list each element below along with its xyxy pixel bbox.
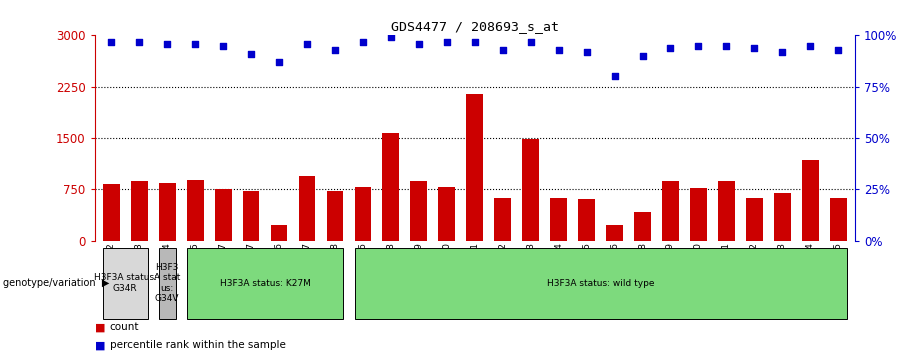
Text: genotype/variation  ▶: genotype/variation ▶: [3, 278, 109, 288]
Text: count: count: [110, 322, 140, 332]
Bar: [271, 225, 287, 241]
Bar: [299, 176, 315, 241]
Bar: [690, 188, 707, 241]
Point: [383, 35, 398, 40]
Bar: [774, 193, 791, 241]
Point: [635, 53, 650, 59]
Point: [467, 39, 482, 44]
Point: [132, 39, 147, 44]
Text: ■: ■: [94, 322, 105, 332]
Text: H3F3A status: wild type: H3F3A status: wild type: [547, 279, 654, 288]
Bar: [466, 93, 483, 241]
Point: [439, 39, 454, 44]
Bar: [494, 198, 511, 241]
Bar: [662, 181, 679, 241]
Point: [300, 41, 314, 46]
Bar: [634, 212, 651, 241]
Text: H3F3
A stat
us:
G34V: H3F3 A stat us: G34V: [154, 263, 180, 303]
Point: [328, 47, 342, 53]
Title: GDS4477 / 208693_s_at: GDS4477 / 208693_s_at: [391, 20, 559, 33]
Bar: [802, 160, 819, 241]
Bar: [578, 199, 595, 241]
Bar: [550, 198, 567, 241]
Bar: [438, 187, 455, 241]
Point: [496, 47, 510, 53]
Point: [691, 43, 706, 48]
Text: H3F3A status: K27M: H3F3A status: K27M: [220, 279, 310, 288]
Point: [216, 43, 230, 48]
Point: [775, 49, 789, 55]
Point: [580, 49, 594, 55]
Bar: [382, 133, 400, 241]
Point: [356, 39, 370, 44]
Bar: [718, 181, 734, 241]
Point: [552, 47, 566, 53]
Bar: [187, 180, 203, 241]
Bar: [410, 181, 428, 241]
Point: [608, 74, 622, 79]
Point: [663, 45, 678, 51]
Text: percentile rank within the sample: percentile rank within the sample: [110, 340, 285, 350]
Point: [104, 39, 119, 44]
Point: [719, 43, 733, 48]
Bar: [522, 139, 539, 241]
Point: [803, 43, 817, 48]
Point: [244, 51, 258, 57]
Point: [831, 47, 845, 53]
Bar: [103, 184, 120, 241]
Bar: [355, 187, 372, 241]
Point: [188, 41, 202, 46]
Bar: [158, 183, 176, 241]
Bar: [746, 198, 762, 241]
Bar: [830, 198, 847, 241]
Bar: [327, 191, 343, 241]
Point: [524, 39, 538, 44]
Point: [411, 41, 426, 46]
Bar: [130, 181, 148, 241]
Bar: [215, 189, 231, 241]
Text: ■: ■: [94, 340, 105, 350]
Bar: [607, 225, 623, 241]
Bar: [243, 192, 259, 241]
Point: [160, 41, 175, 46]
Point: [272, 59, 286, 65]
Text: H3F3A status:
G34R: H3F3A status: G34R: [94, 274, 157, 293]
Point: [747, 45, 761, 51]
